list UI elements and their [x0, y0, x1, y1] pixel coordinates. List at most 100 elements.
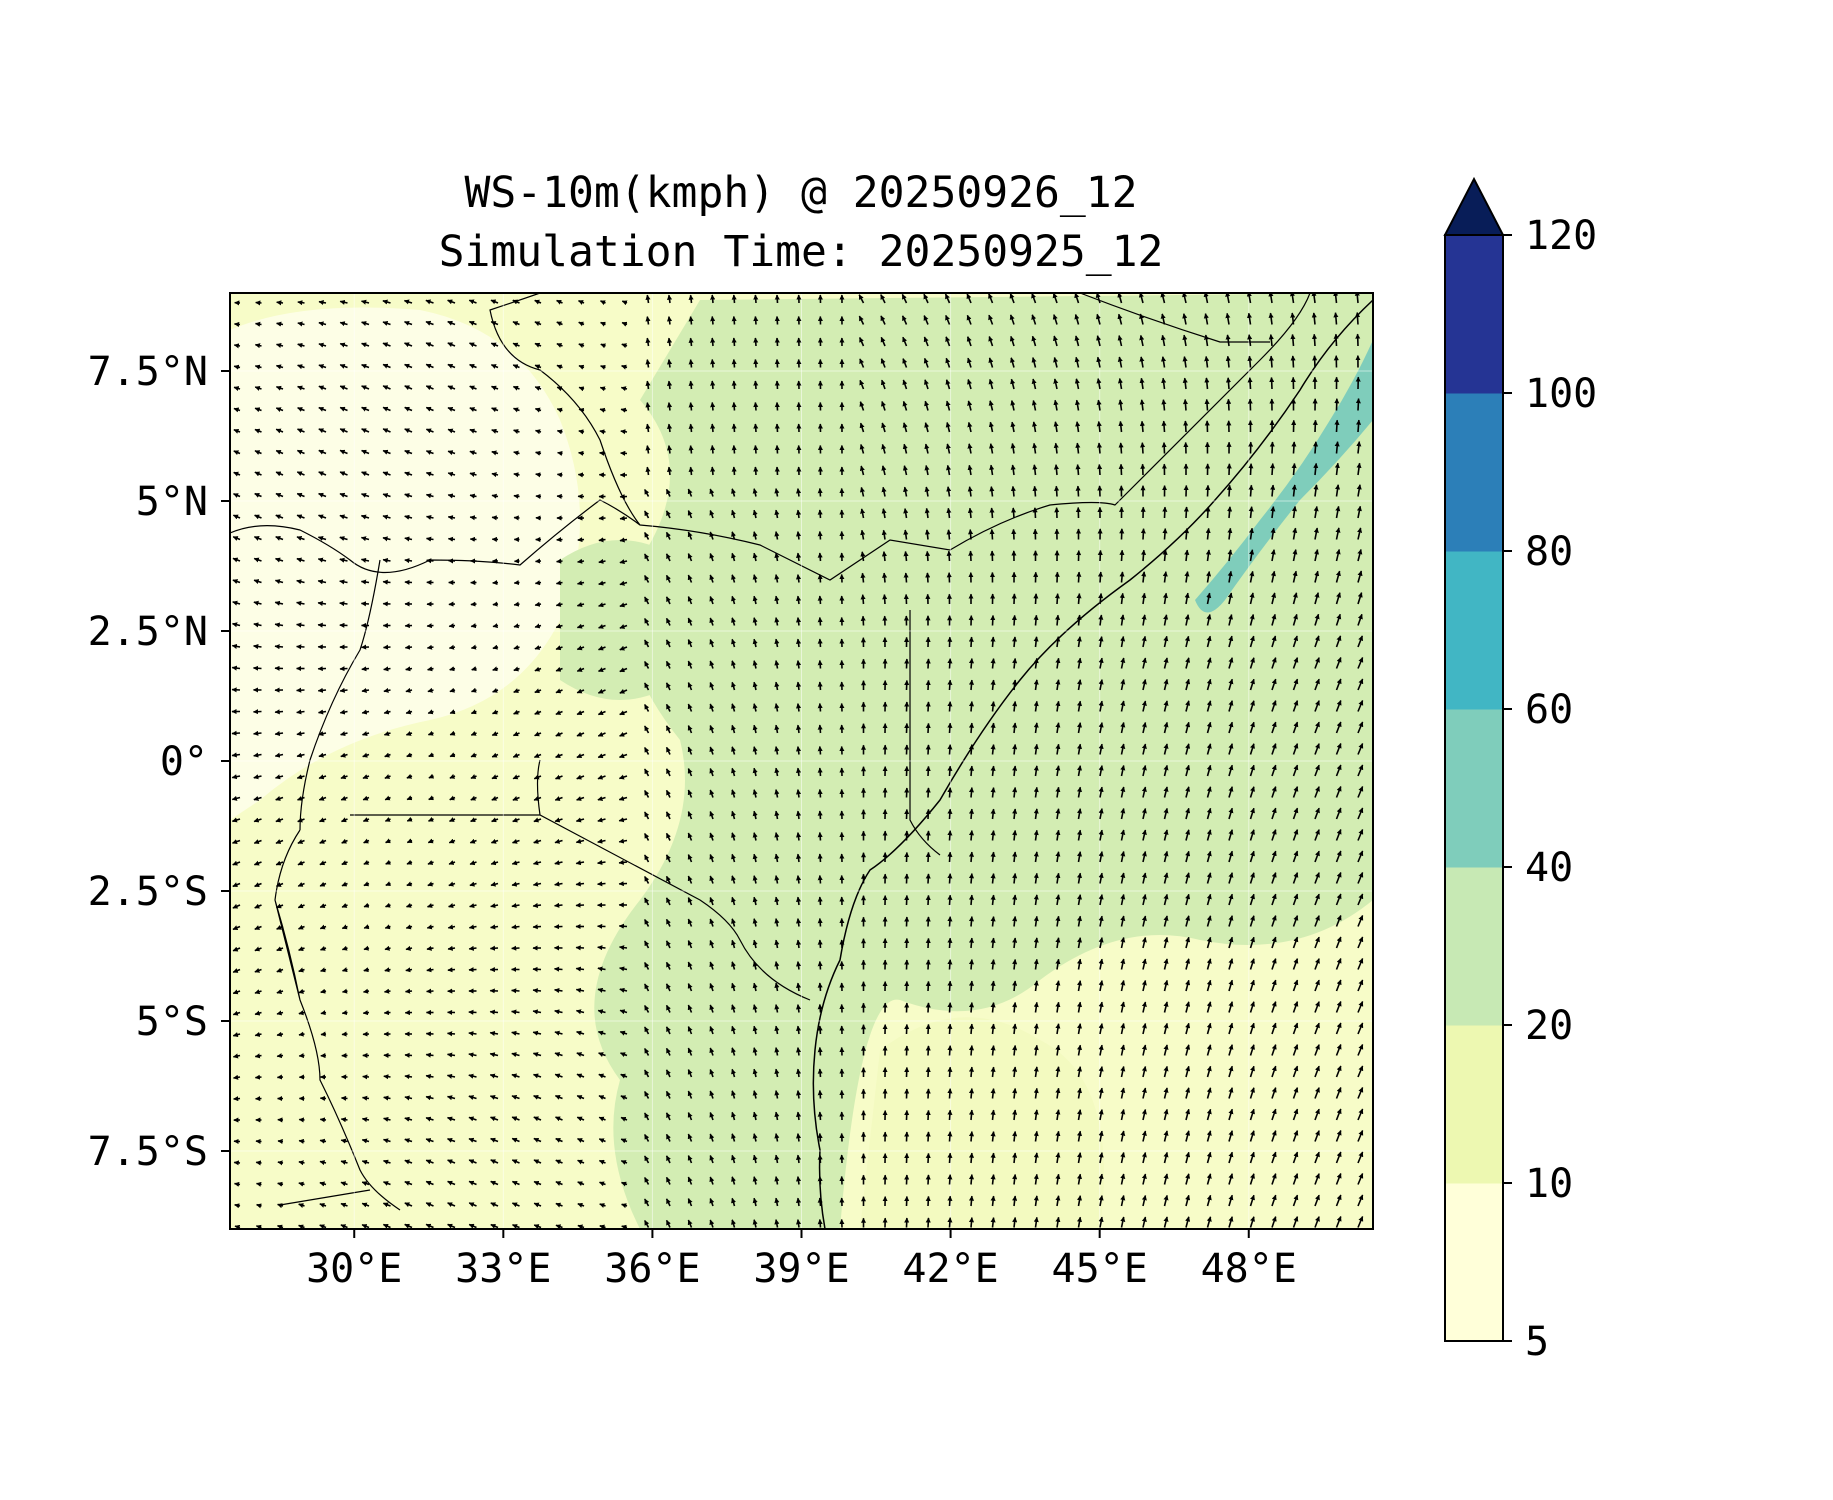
- wind-arrow: [1161, 377, 1167, 390]
- wind-arrow: [382, 406, 391, 412]
- colorbar-segment: [1445, 235, 1503, 394]
- wind-arrow: [1119, 571, 1125, 583]
- wind-arrow: [620, 450, 628, 456]
- wind-arrow: [513, 666, 520, 672]
- wind-arrow: [318, 449, 327, 455]
- wind-arrow: [990, 894, 996, 906]
- wind-arrow: [795, 939, 802, 949]
- wind-arrow: [752, 574, 758, 583]
- wind-arrow: [360, 601, 370, 607]
- lon-tick-label: 45°E: [1052, 1246, 1148, 1292]
- wind-arrow: [1161, 442, 1167, 454]
- wind-arrow: [1313, 527, 1319, 540]
- wind-arrow: [774, 574, 780, 583]
- wind-arrow: [619, 559, 628, 565]
- wind-arrow: [924, 422, 930, 433]
- wind-arrow: [339, 363, 348, 369]
- colorbar-tick-label: 40: [1525, 845, 1573, 891]
- wind-arrow: [298, 1031, 305, 1037]
- wind-arrow: [469, 363, 477, 369]
- wind-arrow: [1357, 527, 1363, 540]
- wind-arrow: [1011, 507, 1017, 519]
- wind-arrow: [795, 574, 802, 583]
- wind-arrow: [1355, 398, 1361, 411]
- wind-arrow: [925, 830, 931, 841]
- wind-arrow: [924, 486, 930, 497]
- wind-arrow: [318, 321, 327, 327]
- wind-arrow: [1357, 592, 1363, 605]
- wind-arrow: [817, 552, 823, 562]
- wind-arrow: [1097, 571, 1104, 583]
- wind-arrow: [1053, 421, 1059, 433]
- wind-arrow: [492, 601, 499, 607]
- wind-arrow: [468, 299, 477, 305]
- wind-arrow: [1227, 570, 1233, 583]
- wind-arrow: [795, 746, 802, 755]
- wind-arrow: [490, 924, 499, 930]
- wind-arrow: [1270, 549, 1276, 562]
- wind-arrow: [447, 385, 456, 391]
- wind-arrow: [1076, 614, 1082, 626]
- wind-arrow: [1120, 635, 1126, 648]
- wind-arrow: [1227, 549, 1233, 562]
- wind-arrow: [795, 681, 802, 691]
- wind-arrow: [643, 618, 650, 626]
- wind-arrow: [795, 896, 802, 906]
- wind-arrow: [1314, 613, 1320, 626]
- wind-arrow: [1291, 462, 1297, 476]
- wind-arrow: [404, 385, 413, 391]
- wind-arrow: [643, 489, 650, 497]
- wind-arrow: [339, 492, 348, 498]
- wind-arrow: [425, 320, 434, 326]
- wind-arrow: [512, 321, 520, 326]
- wind-arrow: [1098, 657, 1104, 669]
- wind-arrow: [817, 1068, 823, 1078]
- wind-arrow: [990, 614, 996, 626]
- wind-arrow: [513, 407, 520, 413]
- wind-arrow: [817, 702, 823, 712]
- wind-arrow: [1032, 485, 1038, 497]
- wind-arrow: [1182, 334, 1188, 347]
- wind-arrow: [1356, 505, 1362, 519]
- wind-arrow: [688, 423, 694, 433]
- wind-arrow: [1184, 527, 1190, 540]
- wind-arrow: [382, 321, 391, 326]
- wind-arrow: [277, 1138, 284, 1144]
- wind-arrow: [947, 1066, 953, 1078]
- wind-arrow: [1184, 614, 1190, 626]
- lon-tick-label: 48°E: [1201, 1246, 1297, 1292]
- wind-arrow: [731, 358, 737, 368]
- wind-arrow: [232, 600, 241, 606]
- wind-arrow: [1335, 505, 1341, 519]
- wind-arrow: [512, 364, 520, 370]
- wind-arrow: [817, 1046, 823, 1056]
- wind-arrow: [296, 449, 305, 455]
- sea-wind-zone-south: [860, 1017, 1104, 1229]
- wind-arrow: [990, 873, 996, 884]
- wind-arrow: [968, 830, 975, 841]
- wind-arrow: [817, 681, 823, 691]
- wind-arrow: [988, 400, 994, 411]
- wind-arrow: [947, 980, 953, 992]
- wind-arrow: [1270, 484, 1276, 497]
- wind-arrow: [382, 299, 391, 305]
- wind-arrow: [534, 364, 542, 370]
- wind-arrow: [296, 622, 305, 628]
- wind-arrow: [947, 959, 953, 970]
- wind-arrow: [687, 660, 693, 669]
- wind-arrow: [709, 617, 715, 626]
- wind-arrow: [645, 337, 651, 347]
- wind-arrow: [254, 321, 262, 327]
- wind-arrow: [1182, 377, 1188, 390]
- wind-arrow: [1075, 442, 1081, 454]
- wind-arrow: [1162, 528, 1168, 540]
- wind-arrow: [1010, 442, 1016, 454]
- wind-arrow: [1357, 549, 1363, 562]
- wind-arrow: [274, 709, 284, 715]
- wind-arrow: [513, 644, 520, 650]
- wind-arrow: [404, 428, 413, 434]
- wind-arrow: [1248, 484, 1254, 497]
- wind-arrow: [1117, 335, 1123, 347]
- colorbar-tick-label: 20: [1525, 1003, 1573, 1049]
- wind-arrow: [1031, 293, 1037, 304]
